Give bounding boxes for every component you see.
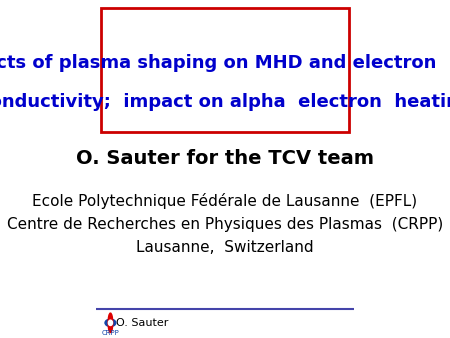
FancyBboxPatch shape [101, 8, 349, 132]
Ellipse shape [105, 319, 116, 327]
Text: CRPP: CRPP [102, 330, 119, 336]
Text: Ecole Polytechnique Fédérale de Lausanne  (EPFL): Ecole Polytechnique Fédérale de Lausanne… [32, 193, 418, 209]
Text: conductivity;  impact on alpha  electron  heating: conductivity; impact on alpha electron h… [0, 93, 450, 111]
Ellipse shape [108, 313, 113, 333]
Text: Effects of plasma shaping on MHD and electron  heat: Effects of plasma shaping on MHD and ele… [0, 54, 450, 72]
Text: Lausanne,  Switzerland: Lausanne, Switzerland [136, 240, 314, 255]
Text: O. Sauter for the TCV team: O. Sauter for the TCV team [76, 149, 374, 168]
Text: Centre de Recherches en Physiques des Plasmas  (CRPP): Centre de Recherches en Physiques des Pl… [7, 217, 443, 232]
Circle shape [108, 320, 112, 325]
Text: O. Sauter: O. Sauter [117, 318, 169, 328]
